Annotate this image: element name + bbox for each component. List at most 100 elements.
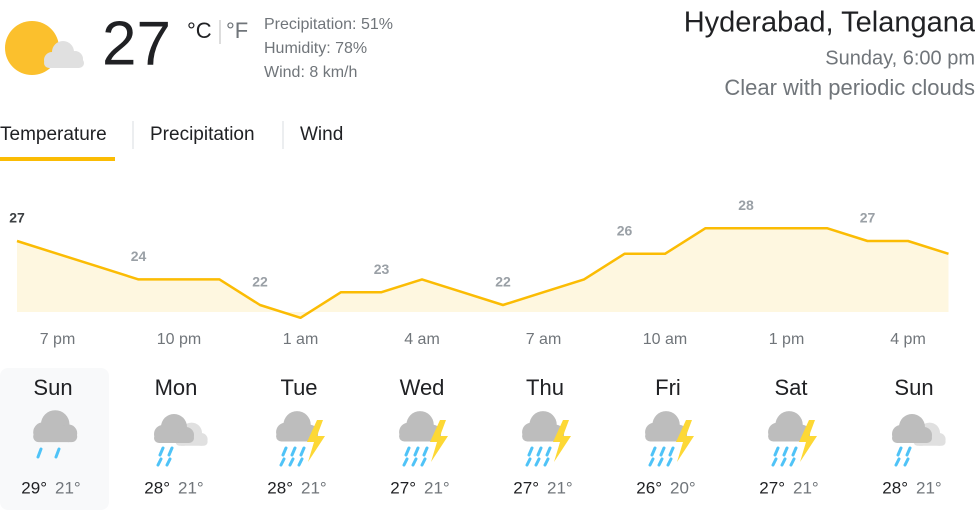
tab[interactable]: Precipitation	[150, 124, 255, 145]
rain-drop	[668, 446, 675, 457]
high-temp: 29°	[21, 478, 47, 497]
rain-drop	[167, 446, 174, 457]
cloud	[44, 41, 84, 68]
rain-drop	[290, 446, 297, 457]
rain-drop	[657, 457, 664, 467]
rain-drop	[536, 446, 543, 457]
low-temp: 21°	[424, 478, 450, 497]
data-label: 24	[131, 248, 147, 264]
day-name: Sun	[894, 375, 933, 400]
unit-fahrenheit[interactable]: °F	[226, 18, 248, 43]
high-temp: 27°	[759, 478, 785, 497]
rain-drop	[158, 446, 165, 457]
humidity: Humidity: 78%	[264, 40, 367, 57]
high-temp: 26°	[636, 478, 662, 497]
rain-drop	[413, 446, 420, 457]
cloud-part	[768, 431, 811, 442]
rain-drop	[789, 457, 796, 467]
x-tick-label: 4 am	[404, 331, 440, 348]
rain-drop	[54, 447, 61, 459]
rain-drop	[525, 457, 532, 467]
high-temp: 28°	[144, 478, 170, 497]
day-name: Thu	[526, 375, 564, 400]
rain-drop	[896, 446, 903, 457]
x-tick-label: 4 pm	[890, 331, 926, 348]
rain-drop	[156, 457, 163, 467]
data-label: 27	[860, 210, 876, 226]
rain-drop	[666, 457, 673, 467]
low-temp: 21°	[55, 478, 81, 497]
x-tick-label: 7 am	[526, 331, 562, 348]
rain-drop	[288, 457, 295, 467]
lightning	[430, 420, 448, 462]
low-temp: 21°	[178, 478, 204, 497]
rain-drop	[36, 447, 43, 459]
rain-drop	[165, 457, 172, 467]
high-temp: 28°	[882, 478, 908, 497]
rain-drop	[791, 446, 798, 457]
low-temp: 20°	[670, 478, 696, 497]
rain-drop	[650, 446, 657, 457]
current-icon	[5, 21, 84, 75]
x-tick-label: 1 pm	[769, 331, 805, 348]
data-label: 27	[9, 210, 25, 226]
cloud-part	[522, 431, 565, 442]
rain-drop	[659, 446, 666, 457]
weather-icon	[522, 411, 571, 467]
x-tick-label: 10 pm	[157, 331, 201, 348]
tab-indicator	[0, 157, 115, 161]
rain-drop	[782, 446, 789, 457]
weather-icon	[33, 410, 78, 459]
day-name: Tue	[280, 375, 317, 400]
data-label: 26	[617, 223, 633, 239]
rain-drop	[299, 446, 306, 457]
x-tick-label: 7 pm	[40, 331, 76, 348]
lightning	[553, 420, 571, 462]
location: Hyderabad, Telangana	[684, 7, 976, 39]
temperature-area	[17, 228, 949, 318]
high-temp: 27°	[513, 478, 539, 497]
high-temp: 28°	[267, 478, 293, 497]
rain-drop	[894, 457, 901, 467]
cloud-part	[399, 431, 442, 442]
cloud-part	[154, 433, 194, 443]
rain-drop	[543, 457, 550, 467]
high-temp: 27°	[390, 478, 416, 497]
cloud-part	[892, 433, 932, 443]
rain-drop	[771, 457, 778, 467]
day-name: Mon	[155, 375, 198, 400]
low-temp: 21°	[916, 478, 942, 497]
x-tick-label: 1 am	[283, 331, 319, 348]
low-temp: 21°	[793, 478, 819, 497]
tab[interactable]: Temperature	[0, 124, 107, 145]
unit-celsius[interactable]: °C	[187, 18, 212, 43]
rain-drop	[281, 446, 288, 457]
weather-icon	[399, 411, 448, 467]
rain-drop	[422, 446, 429, 457]
rain-drop	[780, 457, 787, 467]
cloud-part	[276, 431, 319, 442]
weather-icon	[768, 411, 817, 467]
lightning	[307, 420, 325, 462]
data-label: 22	[252, 274, 268, 290]
tab[interactable]: Wind	[300, 124, 343, 145]
wind: Wind: 8 km/h	[264, 64, 357, 81]
rain-drop	[279, 457, 286, 467]
rain-drop	[903, 457, 910, 467]
weather-icon	[276, 411, 325, 467]
data-label: 23	[374, 261, 390, 277]
rain-drop	[402, 457, 409, 467]
rain-drop	[648, 457, 655, 467]
temperature-line	[16, 226, 949, 320]
weather-icon	[645, 411, 694, 467]
rain-drop	[411, 457, 418, 467]
low-temp: 21°	[301, 478, 327, 497]
data-label: 22	[495, 274, 511, 290]
weather-icon	[892, 414, 946, 467]
rain-drop	[773, 446, 780, 457]
weather-icon	[154, 414, 208, 467]
cloud-part	[645, 431, 688, 442]
day-name: Wed	[400, 375, 445, 400]
